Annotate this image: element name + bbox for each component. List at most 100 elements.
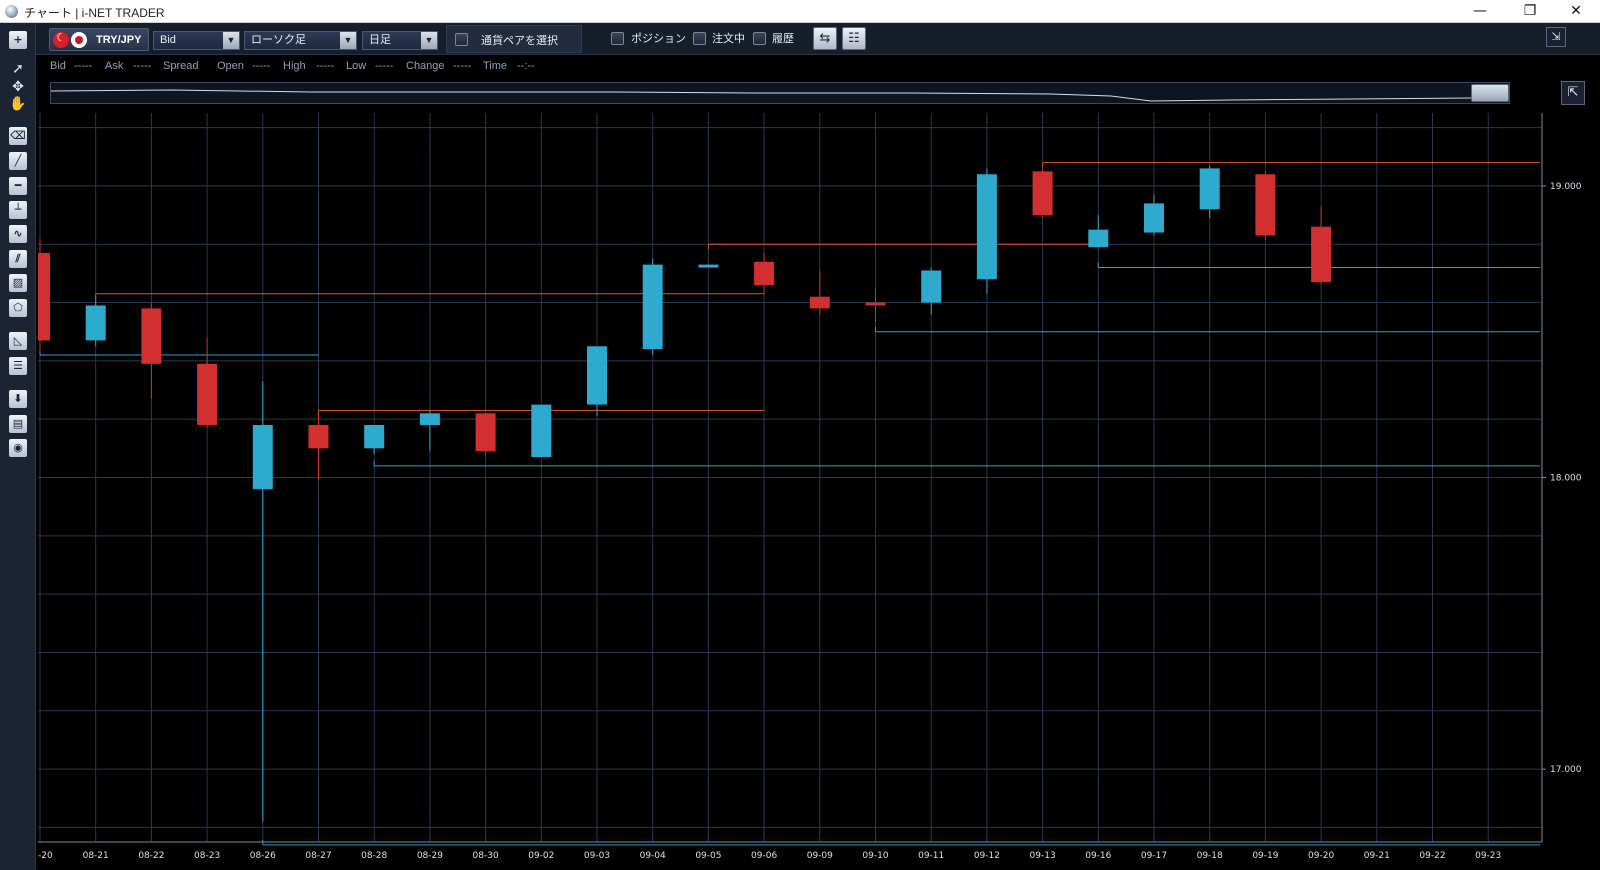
candle-body xyxy=(38,252,50,341)
ask-value: ----- xyxy=(133,60,152,72)
pentagon-icon[interactable]: ⬠ xyxy=(9,299,27,317)
x-tick-label: 09-02 xyxy=(528,851,554,861)
turkey-flag-icon xyxy=(53,31,69,48)
app-logo-icon xyxy=(5,5,18,18)
candle-body xyxy=(698,264,719,268)
title-bar: チャート | i-NET TRADER — ❐ ✕ xyxy=(0,0,1600,23)
candle-body xyxy=(475,413,496,452)
x-tick-label: 09-10 xyxy=(862,851,888,861)
bid-label: Bid xyxy=(50,60,66,72)
high-label: High xyxy=(283,60,306,72)
candle-body xyxy=(364,425,385,449)
download-icon[interactable]: ⬇ xyxy=(9,390,27,408)
x-tick-label: 08-28 xyxy=(361,851,387,861)
crosshair-icon[interactable]: ✥ xyxy=(12,79,24,95)
pair-label: TRY/JPY xyxy=(96,34,142,46)
parallel-lines-icon[interactable]: ▨ xyxy=(9,274,27,292)
time-label: Time xyxy=(483,60,508,72)
navigator-scroll-handle[interactable] xyxy=(1471,84,1509,102)
period-select[interactable]: 日足 ▼ xyxy=(362,31,438,50)
x-tick-label: 09-23 xyxy=(1475,851,1501,861)
candle-body xyxy=(976,174,997,280)
y-tick-label: 18.000 xyxy=(1550,474,1582,484)
collapse-icon[interactable]: ⇲ xyxy=(1546,27,1566,47)
expand-icon[interactable]: ⇱ xyxy=(1561,81,1585,105)
position-checkbox[interactable] xyxy=(611,32,624,45)
wave-icon[interactable]: ∿ xyxy=(9,225,27,243)
x-tick-label: 09-22 xyxy=(1419,851,1445,861)
chart-navigator[interactable] xyxy=(50,82,1510,104)
channel-icon[interactable]: ⫽ xyxy=(9,250,27,268)
x-tick-label: 09-13 xyxy=(1030,851,1056,861)
close-button[interactable]: ✕ xyxy=(1570,3,1582,19)
eraser-icon[interactable]: ⌫ xyxy=(9,127,27,145)
hand-icon[interactable]: ✋ xyxy=(9,96,27,112)
x-tick-label: 08-26 xyxy=(250,851,276,861)
add-icon[interactable]: + xyxy=(9,31,27,49)
candle-body xyxy=(1199,168,1220,210)
x-tick-label: 09-09 xyxy=(807,851,833,861)
window-icon[interactable]: ▤ xyxy=(9,415,27,433)
chart-settings-icon[interactable]: ☷ xyxy=(842,27,866,50)
restore-button[interactable]: ❐ xyxy=(1523,3,1537,19)
fibonacci-retracement-icon[interactable]: ☰ xyxy=(9,357,27,375)
chevron-down-icon: ▼ xyxy=(340,32,356,49)
vertical-line-icon[interactable]: ┴ xyxy=(9,201,27,219)
currency-pair-button[interactable]: TRY/JPY xyxy=(49,28,149,51)
chevron-down-icon: ▼ xyxy=(223,32,239,49)
change-label: Change xyxy=(406,60,445,72)
candle-body xyxy=(141,308,162,364)
ask-label: Ask xyxy=(105,60,124,72)
x-tick-label: 09-18 xyxy=(1197,851,1223,861)
pair-select-label: 通貨ペアを選択 xyxy=(481,35,558,47)
x-tick-label: 09-21 xyxy=(1364,851,1390,861)
x-tick-label: 09-12 xyxy=(974,851,1000,861)
low-value: ----- xyxy=(375,60,394,72)
pair-select-checkbox[interactable] xyxy=(455,33,468,46)
history-checkbox[interactable] xyxy=(753,32,766,45)
price-type-value: Bid xyxy=(160,34,176,46)
trendline-icon[interactable]: ╱ xyxy=(9,152,27,170)
pointer-icon[interactable]: ➚ xyxy=(12,61,24,77)
candle-body xyxy=(1032,171,1053,216)
chart-toolbar: TRY/JPY Bid ▼ ローソク足 ▼ 日足 ▼ 通貨ペアを選択 ポジション… xyxy=(36,23,1600,55)
candle-body xyxy=(531,404,552,458)
x-tick-label: 09-06 xyxy=(751,851,777,861)
period-value: 日足 xyxy=(369,34,391,46)
open-value: ----- xyxy=(252,60,271,72)
open-label: Open xyxy=(217,60,244,72)
x-tick-label: 08-29 xyxy=(417,851,443,861)
candle-body xyxy=(587,346,607,405)
window-title: チャート | i-NET TRADER xyxy=(24,6,165,20)
minimize-button[interactable]: — xyxy=(1473,3,1487,19)
change-value: ----- xyxy=(453,60,472,72)
candle-body xyxy=(754,261,775,286)
candle-body xyxy=(865,302,886,306)
candle-body xyxy=(1255,174,1276,236)
candle-body xyxy=(809,296,830,309)
candle-body xyxy=(921,270,942,303)
x-tick-label: -20 xyxy=(38,851,53,861)
candle-body xyxy=(1144,203,1164,233)
camera-icon[interactable]: ◉ xyxy=(9,439,27,457)
x-tick-label: 08-23 xyxy=(194,851,220,861)
candle-body xyxy=(85,305,106,341)
chart-reload-icon[interactable]: ⇆ xyxy=(813,27,837,50)
pending-order-checkbox[interactable] xyxy=(693,32,706,45)
fibonacci-fan-icon[interactable]: ◺ xyxy=(9,332,27,350)
pair-select-toggle[interactable]: 通貨ペアを選択 xyxy=(446,25,582,53)
history-label: 履歴 xyxy=(772,33,794,45)
japan-flag-icon xyxy=(71,32,87,48)
horizontal-line-icon[interactable]: ━ xyxy=(9,177,27,195)
x-tick-label: 09-17 xyxy=(1141,851,1167,861)
high-value: ----- xyxy=(316,60,335,72)
chart-type-select[interactable]: ローソク足 ▼ xyxy=(244,31,357,50)
chart-type-value: ローソク足 xyxy=(251,34,306,46)
x-tick-label: 08-21 xyxy=(83,851,109,861)
x-tick-label: 08-22 xyxy=(138,851,164,861)
price-type-select[interactable]: Bid ▼ xyxy=(153,31,240,50)
x-tick-label: 09-04 xyxy=(640,851,666,861)
candle-body xyxy=(1088,229,1109,248)
